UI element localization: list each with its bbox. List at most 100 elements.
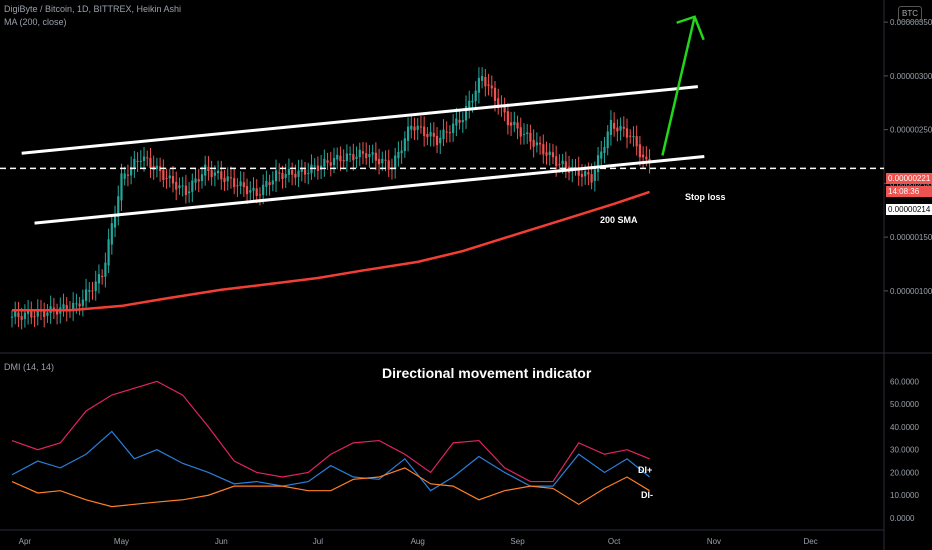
candle-body [535,142,538,146]
candle-body [139,160,142,162]
candle-body [33,316,36,318]
candle-body [468,100,471,109]
candle-body [429,132,432,137]
candle-body [30,311,33,318]
time-tick-label: Apr [19,537,32,546]
candle-body [294,173,297,178]
candle-body [577,167,580,176]
candle-body [101,275,104,277]
candle-body [239,181,242,187]
price-tick-label: 0.00000150 [890,233,932,242]
candle-body [529,132,532,142]
candle-body [123,173,126,179]
candle-body [519,127,522,137]
candle-body [596,155,600,173]
candle-body [197,179,200,182]
price-tick-label: 0.00000250 [890,126,932,135]
candle-body [213,172,216,176]
stop-level-tag: 0.00000214 [886,204,932,215]
candle-body [587,172,590,175]
candle-body [181,185,184,187]
candle-body [113,214,117,228]
candle-body [278,172,281,174]
candle-body [281,173,284,180]
candle-body [133,158,136,169]
candle-body [506,111,509,126]
candle-body [532,139,535,147]
candle-body [352,154,355,161]
candle-body [423,126,426,136]
candle-body [216,170,220,174]
candle-body [368,154,371,158]
candle-body [245,186,249,195]
candle-body [210,170,213,178]
candle-body [149,158,152,169]
candle-body [265,181,268,187]
candle-body [84,289,88,301]
candle-body [580,174,584,177]
dmi-tick-label: 0.0000 [890,514,915,523]
currency-badge[interactable]: BTC [898,6,922,22]
candle-body [619,125,622,131]
candle-body [374,152,377,161]
candle-body [223,177,226,183]
candle-body [400,150,403,154]
candle-body [17,312,20,318]
candle-body [43,310,46,318]
sma-label: 200 SMA [600,215,638,225]
candle-body [564,161,567,168]
candle-body [233,178,236,188]
candle-body [545,152,548,156]
candle-body [332,158,336,166]
price-tick-label: 0.00000350 [890,18,932,27]
candle-body [110,223,113,245]
candle-body [416,125,419,130]
candle-body [365,153,368,159]
candle-body [387,160,390,170]
time-tick-label: Jun [215,537,228,546]
candle-body [236,185,239,187]
time-tick-label: Nov [707,537,721,546]
candle-body [638,144,641,158]
candle-body [490,85,493,89]
countdown-tag: 14:08:36 [886,186,932,197]
candle-body [291,170,294,175]
time-tick-label: Aug [411,537,425,546]
candle-body [345,153,348,162]
sma-line [12,190,650,312]
time-tick-label: Oct [608,537,621,546]
candle-body [339,155,342,162]
candle-body [503,106,506,113]
candle-body [445,131,448,133]
candle-body [538,142,542,145]
candle-body [323,158,326,167]
candle-body [27,310,30,314]
candle-body [207,166,210,172]
candle-body [204,164,207,176]
candle-body [229,177,233,179]
candle-body [36,309,39,317]
candle-body [361,151,365,154]
candle-body [461,120,464,123]
candle-body [406,126,410,141]
candle-body [10,316,14,318]
candle-body [226,176,229,182]
candle-body [175,182,178,190]
candle-body [548,151,551,156]
candle-body [542,144,545,155]
candle-body [220,171,223,180]
candle-body [413,126,416,131]
candle-body [146,157,149,159]
candle-body [497,98,500,108]
candle-body [551,152,555,158]
candle-body [609,119,613,135]
candle-body [516,122,519,129]
candle-body [603,146,606,153]
dmi-tick-label: 20.0000 [890,468,919,477]
candle-body [262,184,265,195]
candle-body [252,187,255,191]
candle-body [419,126,423,128]
candle-body [255,188,258,196]
